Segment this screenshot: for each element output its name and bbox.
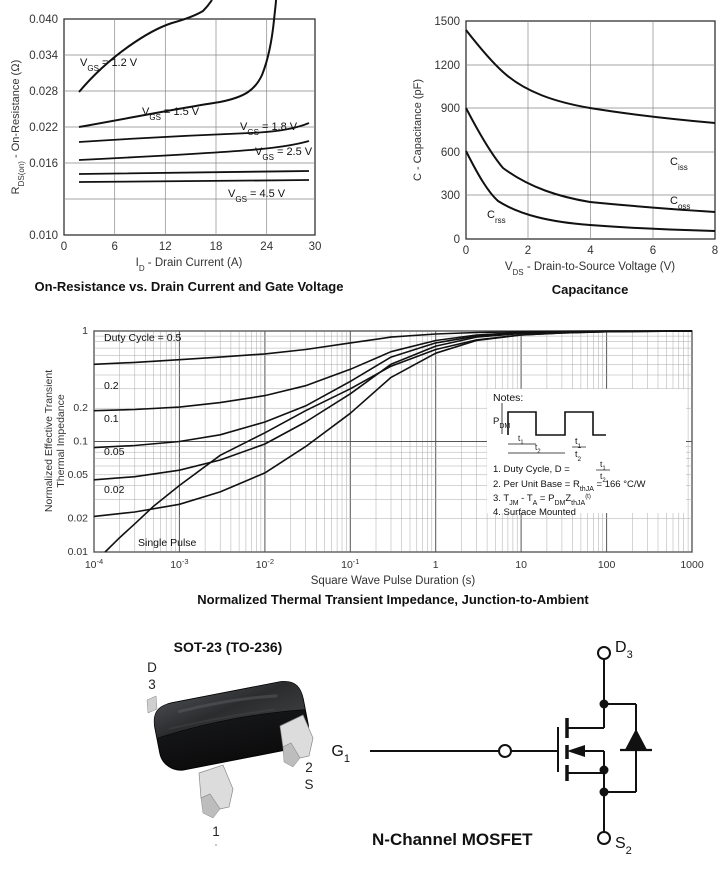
svg-text:Single Pulse: Single Pulse [138,537,197,549]
svg-text:0.022: 0.022 [29,122,58,134]
svg-text:0.1: 0.1 [73,436,88,448]
svg-text:10: 10 [515,559,527,571]
svg-text:1000: 1000 [680,559,704,571]
svg-text:0.010: 0.010 [29,230,58,242]
svg-text:Thermal Impedance: Thermal Impedance [55,394,67,488]
svg-text:0.1: 0.1 [104,413,119,425]
svg-text:2: 2 [305,760,313,775]
svg-text:0.01: 0.01 [68,546,89,558]
svg-text:2: 2 [525,245,531,257]
svg-text:0.02: 0.02 [68,513,89,525]
svg-text:0.034: 0.034 [29,50,58,62]
svg-text:0.028: 0.028 [29,86,58,98]
svg-text:600: 600 [441,147,460,159]
svg-text:0.02: 0.02 [104,484,125,496]
svg-text:Capacitance: Capacitance [552,282,629,297]
svg-text:0: 0 [454,234,460,246]
svg-text:0.2: 0.2 [104,380,119,392]
svg-text:Square Wave Pulse Duration (s): Square Wave Pulse Duration (s) [311,575,476,587]
svg-text:4. Surface Mounted: 4. Surface Mounted [493,507,576,518]
svg-text:0.05: 0.05 [104,446,125,458]
svg-text:6: 6 [650,245,656,257]
svg-text:SOT-23 (TO-236): SOT-23 (TO-236) [174,639,283,655]
svg-text:8: 8 [712,245,718,257]
svg-text:30: 30 [309,241,322,253]
svg-text:100: 100 [598,559,616,571]
svg-text:Notes:: Notes: [493,392,523,404]
svg-text:Duty Cycle = 0.5: Duty Cycle = 0.5 [104,332,181,344]
svg-text:0: 0 [463,245,469,257]
svg-text:12: 12 [159,241,172,253]
svg-text:Normalized Thermal Transient I: Normalized Thermal Transient Impedance, … [197,592,589,607]
svg-text:N-Channel MOSFET: N-Channel MOSFET [372,830,533,849]
svg-text:C - Capacitance (pF): C - Capacitance (pF) [412,79,424,181]
svg-text:18: 18 [210,241,223,253]
svg-text:4: 4 [587,245,594,257]
svg-text:24: 24 [260,241,273,253]
svg-text:1200: 1200 [434,60,460,72]
svg-text:On-Resistance vs. Drain Curren: On-Resistance vs. Drain Current and Gate… [35,279,344,294]
svg-text:3: 3 [148,677,156,692]
svg-text:0.05: 0.05 [68,469,89,481]
svg-text:6: 6 [111,241,117,253]
svg-text:1: 1 [433,559,439,571]
svg-text:Normalized Effective Transient: Normalized Effective Transient [43,370,55,512]
svg-text:0.016: 0.016 [29,158,58,170]
svg-text:S: S [304,777,313,792]
svg-text:1: 1 [82,325,88,337]
svg-text:1500: 1500 [434,16,460,28]
svg-text:1: 1 [212,824,220,839]
svg-text:1. Duty Cycle, D =: 1. Duty Cycle, D = [493,464,570,475]
svg-text:300: 300 [441,190,460,202]
svg-text:0.040: 0.040 [29,14,58,26]
svg-text:D: D [147,660,157,675]
svg-text:0: 0 [61,241,67,253]
svg-text:0.2: 0.2 [73,402,88,414]
svg-text:900: 900 [441,103,460,115]
